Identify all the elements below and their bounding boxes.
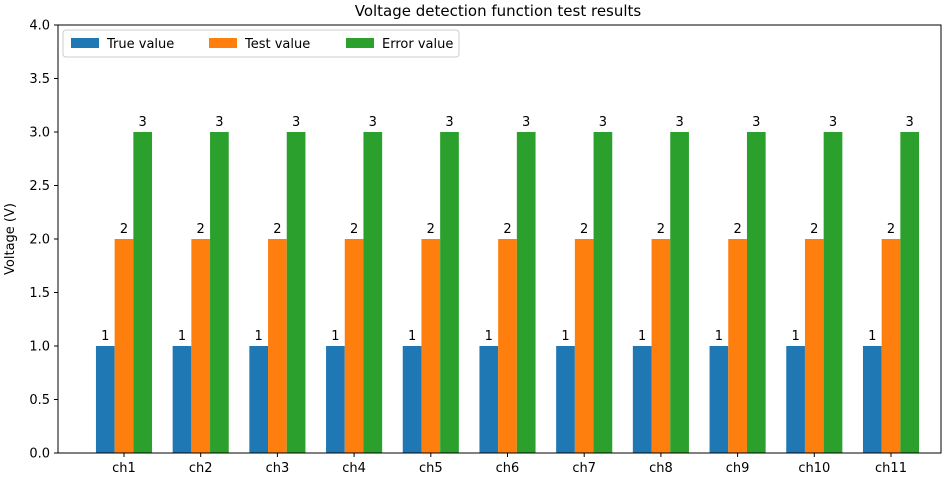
x-tick-label: ch6	[496, 461, 520, 476]
bar-test-value	[651, 239, 671, 453]
x-tick-label: ch10	[798, 461, 830, 476]
y-axis-label: Voltage (V)	[3, 203, 18, 275]
y-tick-label: 4.0	[29, 19, 50, 34]
x-tick-label: ch7	[572, 461, 596, 476]
y-tick-label: 0.0	[29, 447, 50, 462]
bar-error-value	[900, 132, 920, 453]
bar-true-value	[326, 346, 345, 453]
x-tick-label: ch11	[875, 461, 907, 476]
data-label: 3	[906, 115, 914, 130]
legend-swatch	[71, 38, 99, 48]
bar-true-value	[95, 346, 115, 453]
bar-true-value	[249, 346, 269, 453]
y-tick-label: 2.5	[29, 179, 50, 194]
data-label: 2	[197, 222, 205, 237]
bar-test-value	[574, 239, 594, 453]
bar-test-value	[268, 239, 287, 453]
bar-error-value	[516, 132, 536, 453]
data-label: 3	[599, 115, 607, 130]
data-label: 2	[810, 222, 818, 237]
y-tick-label: 2.0	[29, 233, 50, 248]
bar-error-value	[133, 132, 153, 453]
bar-test-value	[498, 239, 517, 453]
data-label: 1	[638, 329, 646, 344]
y-tick-label: 1.0	[29, 340, 50, 355]
x-tick-label: ch8	[649, 461, 673, 476]
data-label: 1	[715, 329, 723, 344]
data-label: 1	[408, 329, 416, 344]
legend-label: Test value	[244, 37, 310, 52]
data-label: 3	[215, 115, 223, 130]
bar-test-value	[804, 239, 824, 453]
x-tick-label: ch3	[266, 461, 290, 476]
bar-test-value	[728, 239, 747, 453]
y-tick-label: 3.5	[29, 72, 50, 87]
data-label: 1	[868, 329, 876, 344]
bar-test-value	[421, 239, 441, 453]
legend-label: Error value	[382, 37, 453, 52]
legend: True value Test value Error value	[62, 29, 460, 58]
data-label: 1	[101, 329, 109, 344]
x-tick-label: ch4	[342, 461, 366, 476]
data-label: 3	[292, 115, 300, 130]
bar-error-value	[593, 132, 613, 453]
x-tick-label: ch5	[419, 461, 443, 476]
x-tick-label: ch2	[189, 461, 213, 476]
chart-title: Voltage detection function test results	[355, 2, 642, 20]
bar-true-value	[786, 346, 805, 453]
plot-frame	[57, 24, 942, 454]
legend-swatch	[346, 38, 374, 48]
data-label: 2	[580, 222, 588, 237]
data-label: 2	[503, 222, 511, 237]
data-label: 3	[752, 115, 760, 130]
bar-error-value	[363, 132, 383, 453]
data-label: 1	[331, 329, 339, 344]
bar-test-value	[114, 239, 134, 453]
data-label: 3	[675, 115, 683, 130]
x-tick-label: ch9	[726, 461, 750, 476]
data-label: 3	[829, 115, 837, 130]
data-label: 2	[120, 222, 128, 237]
bar-true-value	[556, 346, 575, 453]
bar-error-value	[286, 132, 306, 453]
x-tick-label: ch1	[112, 461, 136, 476]
data-label: 2	[273, 222, 281, 237]
bar-true-value	[402, 346, 422, 453]
bar-error-value	[823, 132, 843, 453]
bar-true-value	[862, 346, 882, 453]
bar-test-value	[191, 239, 211, 453]
data-label: 3	[369, 115, 377, 130]
data-label: 1	[485, 329, 493, 344]
data-label: 2	[427, 222, 435, 237]
bar-test-value	[881, 239, 901, 453]
data-label: 3	[139, 115, 147, 130]
data-label: 2	[350, 222, 358, 237]
data-label: 2	[887, 222, 895, 237]
bar-true-value	[479, 346, 499, 453]
data-label: 1	[791, 329, 799, 344]
data-label: 3	[445, 115, 453, 130]
legend-box	[62, 29, 460, 58]
legend-swatch	[209, 38, 237, 48]
bar-true-value	[632, 346, 652, 453]
legend-label: True value	[106, 37, 174, 52]
data-label: 1	[561, 329, 569, 344]
bar-error-value	[210, 132, 229, 453]
bar-error-value	[746, 132, 766, 453]
bar-true-value	[172, 346, 192, 453]
bar-error-value	[440, 132, 459, 453]
data-label: 1	[178, 329, 186, 344]
y-tick-label: 0.5	[29, 393, 50, 408]
bar-test-value	[344, 239, 364, 453]
bar-error-value	[670, 132, 689, 453]
data-label: 2	[733, 222, 741, 237]
data-label: 3	[522, 115, 530, 130]
data-label: 1	[255, 329, 263, 344]
y-tick-label: 3.0	[29, 126, 50, 141]
plot-area: 0.00.51.01.52.02.53.03.54.0ch1123ch2123c…	[29, 19, 920, 476]
bar-true-value	[709, 346, 729, 453]
data-label: 2	[657, 222, 665, 237]
y-tick-label: 1.5	[29, 286, 50, 301]
